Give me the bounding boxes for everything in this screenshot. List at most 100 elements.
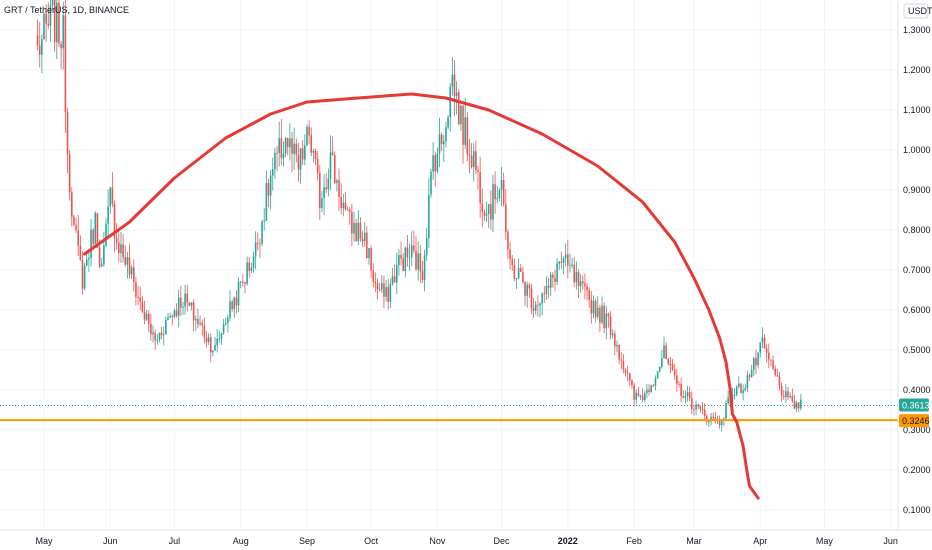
candle-body	[400, 255, 402, 259]
candle-body	[761, 337, 764, 343]
candle-body	[611, 333, 614, 336]
candle-body	[62, 15, 65, 49]
candle-body	[699, 406, 702, 409]
candle-body	[753, 358, 755, 370]
candle-body	[449, 86, 452, 118]
candle-body	[800, 399, 802, 409]
candle-body	[216, 338, 218, 346]
candle-body	[284, 138, 287, 154]
candle-body	[519, 268, 522, 272]
candle-body	[353, 222, 355, 234]
candle-body	[319, 172, 321, 209]
candle-body	[393, 276, 396, 283]
candle-body	[607, 313, 610, 317]
candle-body	[366, 232, 368, 259]
candle-body	[654, 378, 657, 386]
price-axis[interactable]: 0.1000 0.2000 0.3000 0.4000 0.5000 0.6000 0.70…	[903, 25, 931, 515]
candle-body	[346, 209, 349, 211]
candle-body	[147, 313, 150, 324]
candle-body	[45, 13, 47, 24]
candle-body	[718, 419, 721, 426]
candle-body	[333, 155, 336, 183]
candle-body	[759, 342, 762, 353]
candle-body	[126, 257, 129, 265]
candle-body	[590, 299, 593, 314]
candle-body	[115, 238, 118, 243]
arc-drawing[interactable]	[83, 92, 760, 500]
candle-body	[291, 138, 293, 154]
candle-body	[173, 310, 176, 317]
candle-body	[620, 359, 623, 361]
candle-body	[242, 281, 244, 283]
candle-body	[703, 409, 706, 416]
candle-body	[421, 271, 424, 281]
candle-body	[368, 248, 370, 259]
candle-body	[522, 271, 524, 283]
candle-body	[233, 297, 236, 310]
candle-body	[740, 383, 742, 394]
candle-body	[500, 179, 503, 190]
x-tick-label: 2022	[558, 536, 578, 546]
candle-body	[278, 138, 280, 154]
candle-body	[684, 395, 687, 398]
x-tick-label: Oct	[364, 536, 379, 546]
candle-body	[479, 172, 481, 204]
candle-body	[603, 305, 605, 329]
candle-body	[47, 23, 50, 26]
candle-body	[120, 244, 122, 253]
candle-body	[462, 105, 464, 145]
candle-body	[457, 92, 460, 125]
candle-body	[438, 134, 441, 154]
candle-body	[455, 92, 458, 97]
candle-body	[310, 135, 313, 153]
candle-body	[156, 339, 159, 341]
candle-body	[475, 151, 477, 171]
time-axis[interactable]: May Jun Jul Aug Sep Oct Nov Dec 2022 Feb Mar Apr May…	[35, 536, 897, 546]
candle-body	[545, 285, 548, 295]
x-tick-label: Apr	[753, 536, 767, 546]
x-tick-label: Feb	[626, 536, 642, 546]
candle-body	[795, 402, 798, 409]
candle-body	[227, 317, 229, 324]
candle-body	[695, 404, 697, 410]
support-tag: 0.3246	[899, 414, 930, 428]
candle-body	[667, 359, 670, 364]
candle-body	[64, 15, 67, 113]
candle-body	[306, 126, 308, 146]
candle-body	[88, 257, 90, 260]
candle-body	[201, 322, 204, 326]
candle-body	[100, 264, 103, 267]
candle-body	[139, 297, 142, 302]
candle-body	[738, 383, 740, 387]
x-tick-label: Nov	[429, 536, 446, 546]
candle-body	[301, 148, 304, 160]
candle-body	[359, 222, 362, 239]
candle-body	[297, 154, 300, 170]
candle-body	[680, 383, 682, 396]
candle-body	[423, 255, 426, 281]
candle-body	[496, 198, 499, 200]
candle-body	[263, 220, 266, 222]
candle-body	[564, 254, 567, 259]
y-tick-label: 0.8000	[903, 225, 931, 235]
candle-body	[132, 267, 135, 282]
candle-body	[103, 245, 105, 265]
candle-body	[633, 385, 635, 400]
candle-body	[406, 247, 409, 258]
candle-body	[725, 403, 727, 419]
candle-body	[209, 337, 212, 353]
candle-body	[244, 282, 246, 284]
candle-body	[618, 344, 620, 360]
candle-body	[130, 267, 133, 275]
current-price-value: 0.3613	[902, 400, 930, 410]
y-tick-label: 1.0000	[903, 145, 931, 155]
candle-body	[622, 360, 625, 370]
candle-body	[68, 154, 71, 193]
candle-body	[218, 338, 221, 340]
x-tick-label: Jun	[883, 536, 898, 546]
candle-body	[192, 302, 195, 321]
candle-body	[639, 395, 642, 397]
candle-body	[150, 323, 152, 335]
candle-body	[376, 283, 379, 290]
